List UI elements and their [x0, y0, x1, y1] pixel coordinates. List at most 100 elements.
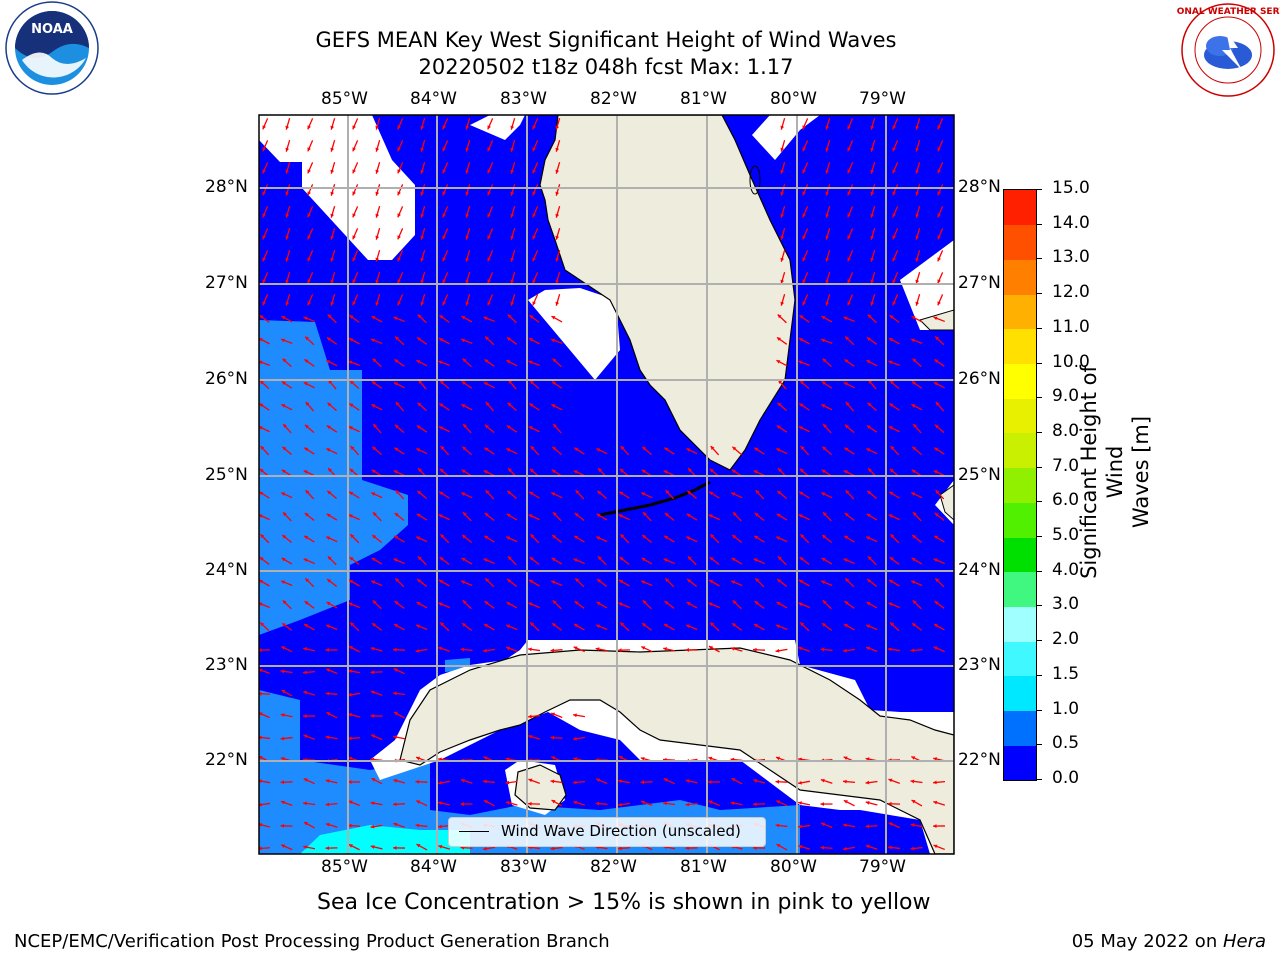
wind-arrow-head [685, 802, 690, 807]
wind-arrow-head [532, 213, 536, 218]
wind-arrow-head [867, 402, 872, 407]
wind-arrow-head [465, 279, 470, 284]
wind-arrow-head [618, 648, 622, 653]
wind-arrow-head [510, 191, 515, 196]
wind-arrow-head [552, 535, 557, 539]
wind-arrow-head [484, 447, 489, 452]
wind-arrow-head [259, 580, 264, 584]
wind-arrow-head [821, 316, 826, 320]
wind-arrow-head [753, 778, 758, 783]
wind-arrow-head [780, 213, 785, 218]
wind-arrow-head [375, 213, 380, 218]
wind-arrow-head [260, 622, 265, 627]
wind-arrow-head [708, 602, 713, 607]
colorbar-tick-label: 2.0 [1052, 629, 1080, 650]
wind-arrow-head [528, 426, 533, 430]
wind-arrow-head [420, 279, 425, 284]
wind-arrow-head [937, 213, 941, 218]
wind-arrow-head [259, 668, 263, 673]
wind-arrow-head [487, 301, 491, 306]
wind-arrow-head [555, 191, 560, 196]
wind-arrow-head [910, 823, 915, 827]
wind-arrow-head [528, 647, 532, 652]
wind-arrow-head [507, 314, 512, 319]
wind-arrow-head [465, 191, 470, 196]
wind-arrow-head [911, 469, 916, 474]
wind-arrow-head [847, 235, 851, 240]
wind-arrow-head [487, 213, 491, 218]
wind-arrow-head [280, 756, 285, 761]
wind-arrow-head [821, 381, 826, 386]
wind-arrow-head [529, 315, 534, 319]
wind-arrow-head [802, 301, 806, 306]
wind-arrow-head [259, 557, 264, 561]
wind-arrow-head [574, 512, 579, 517]
wind-arrow-head [416, 448, 421, 452]
wind-arrow-head [870, 213, 875, 218]
wind-arrow-head [438, 360, 443, 365]
wind-arrow-head [420, 301, 425, 306]
wind-arrow-head [709, 491, 714, 496]
wind-arrow-head [303, 558, 308, 563]
wind-arrow-head [552, 600, 557, 605]
wind-arrow-head [640, 756, 645, 761]
wind-arrow-head [847, 279, 851, 284]
wind-arrow-head [555, 213, 560, 218]
wind-arrow-head [262, 213, 266, 218]
wind-arrow-head [393, 647, 397, 652]
wind-arrow-head [709, 468, 714, 473]
colorbar-tick-mark [1036, 397, 1042, 399]
wind-arrow-head [843, 648, 847, 653]
wind-arrow-head [825, 301, 830, 306]
wind-arrow-head [619, 491, 624, 496]
wind-arrow-head [664, 512, 669, 517]
wind-arrow-head [933, 558, 938, 563]
wind-arrow-head [484, 601, 489, 605]
wind-arrow-head [305, 490, 310, 495]
wind-arrow-head [462, 600, 467, 605]
wind-arrow-head [260, 380, 264, 385]
wind-arrow-head [461, 404, 466, 408]
wind-arrow-head [442, 235, 446, 240]
wind-arrow-head [911, 381, 916, 386]
wind-arrow-head [303, 470, 308, 474]
wind-arrow-head [710, 446, 715, 450]
wind-arrow-head [465, 301, 470, 306]
wind-arrow-head [870, 301, 875, 306]
wind-arrow-head [934, 424, 939, 429]
wind-arrow-head [487, 125, 491, 130]
wind-arrow-head [844, 601, 849, 605]
wind-arrow-head [867, 490, 872, 495]
wind-arrow-head [777, 490, 782, 495]
wind-arrow-head [375, 147, 380, 152]
wind-arrow-head [641, 492, 646, 496]
wind-arrow-head [465, 235, 470, 240]
wind-arrow-head [370, 646, 375, 651]
wind-arrow-head [307, 301, 311, 306]
wind-arrow-head [934, 624, 939, 628]
wind-arrow-head [937, 279, 941, 284]
lon-label-top: 83°W [500, 89, 547, 109]
wind-arrow-head [888, 514, 893, 518]
wind-arrow-head [304, 535, 309, 540]
wind-arrow-head [731, 778, 736, 782]
wind-arrow-head [686, 536, 691, 540]
wind-arrow-head [461, 316, 466, 320]
wind-arrow-head [866, 513, 871, 518]
wind-arrow-head [731, 580, 736, 585]
wind-arrow-head [325, 691, 330, 696]
wind-arrow-head [915, 235, 920, 240]
colorbar-tick-mark [1036, 605, 1042, 607]
nws-logo-text: NATIONAL WEATHER SERVICE [1176, 7, 1280, 17]
wind-arrow-head [822, 535, 827, 539]
wind-arrow-head [262, 147, 266, 152]
wind-arrow-head [528, 338, 533, 342]
wind-arrow-head [259, 403, 264, 408]
wind-arrow-head [820, 845, 825, 850]
wind-arrow-head [573, 470, 578, 474]
wind-arrow-head [393, 822, 398, 827]
wind-arrow-head [664, 535, 669, 540]
map-title-line2: 20220502 t18z 048h fcst Max: 1.17 [418, 55, 794, 79]
wind-arrow-head [685, 846, 690, 851]
wind-arrow-head [327, 490, 332, 495]
